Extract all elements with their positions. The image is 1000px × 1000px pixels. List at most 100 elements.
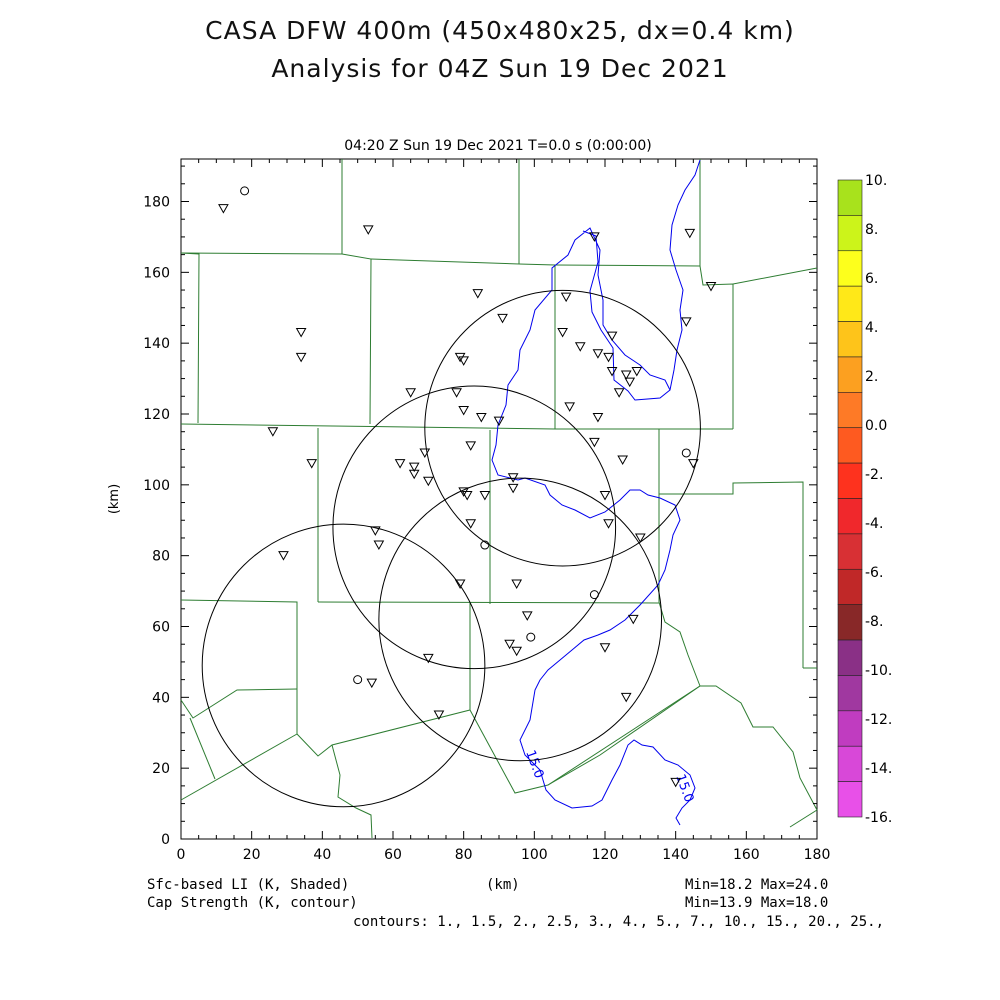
colorbar-label: -16. (865, 810, 892, 826)
radar-circle-0 (424, 289, 701, 567)
triangle-marker (606, 331, 618, 342)
radar-circle-3 (201, 523, 486, 808)
colorbar-swatch (837, 781, 863, 818)
cap-strength-contours (491, 159, 701, 826)
observation-markers (218, 186, 717, 788)
triangle-marker (705, 282, 717, 292)
x-tick-label: 160 (733, 847, 760, 863)
triangle-marker (589, 437, 600, 448)
radar-circle-2 (378, 477, 663, 762)
colorbar-label: -4. (865, 516, 883, 532)
y-tick-label: 80 (152, 549, 170, 565)
triangle-marker (454, 579, 466, 590)
x-tick-label: 100 (521, 847, 548, 863)
x-tick-label: 40 (313, 847, 331, 863)
triangle-marker (599, 643, 611, 653)
triangle-marker (405, 388, 417, 398)
triangle-marker (373, 540, 385, 551)
triangle-marker (218, 204, 229, 214)
triangle-marker (295, 328, 307, 338)
colorbar-label: -2. (865, 467, 883, 483)
triangle-marker (362, 225, 374, 235)
triangle-marker (267, 427, 279, 437)
triangle-marker (306, 459, 318, 469)
circle-marker (589, 590, 599, 600)
x-tick-label: 0 (177, 847, 186, 863)
colorbar-swatch (837, 604, 863, 641)
colorbar-label: 6. (865, 271, 878, 287)
y-tick-label: 40 (152, 690, 170, 706)
triangle-marker (408, 462, 420, 473)
radar-circle-1 (332, 385, 617, 670)
triangle-marker (369, 526, 381, 536)
county-boundaries (180, 159, 818, 839)
circle-marker (353, 675, 363, 685)
y-axis: 0 20 40 60 80 100 120 140 160 180 (143, 165, 817, 848)
y-tick-label: 160 (143, 265, 170, 281)
triangle-marker (564, 402, 576, 412)
circle-marker (526, 632, 536, 642)
colorbar: 10. 8. 6. 4. 2. 0.0 -2. -4. -6. -8. -10. -12. -14. -1… (837, 173, 892, 826)
circle-marker (480, 540, 490, 550)
map-title-line2: Analysis for 04Z Sun 19 Dec 2021 (271, 54, 729, 83)
triangle-marker (624, 377, 636, 388)
triangle-marker (511, 579, 523, 590)
colorbar-label: -14. (865, 761, 892, 777)
colorbar-label: 4. (865, 320, 878, 336)
triangle-marker (603, 352, 614, 363)
triangle-marker (627, 614, 639, 625)
colorbar-label: -6. (865, 565, 883, 581)
colorbar-swatch (837, 462, 863, 499)
map-subtitle: 04:20 Z Sun 19 Dec 2021 T=0.0 s (0:00:00… (344, 138, 651, 154)
triangle-marker (507, 473, 519, 483)
y-tick-label: 120 (143, 407, 170, 423)
radar-range-circles (201, 289, 701, 808)
y-tick-label: 20 (152, 761, 170, 777)
colorbar-swatch (837, 568, 863, 605)
circle-marker (681, 448, 691, 458)
colorbar-swatch (837, 356, 863, 393)
triangle-marker (521, 611, 533, 621)
footer-left-line2: Cap Strength (K, contour) (147, 895, 358, 911)
triangle-marker (687, 459, 699, 469)
triangle-marker (617, 455, 629, 466)
x-axis: 0 20 40 60 80 100 120 140 160 180 (177, 159, 830, 863)
triangle-marker (479, 490, 491, 501)
colorbar-swatch (837, 215, 863, 252)
triangle-marker (465, 519, 477, 529)
triangle-marker (606, 367, 618, 377)
y-axis-label: (km) (107, 484, 122, 514)
triangle-marker (394, 459, 406, 469)
triangle-marker (295, 352, 307, 363)
triangle-marker (634, 533, 646, 543)
y-tick-label: 0 (161, 832, 170, 848)
colorbar-label: 2. (865, 369, 878, 385)
footer-right-line2: Min=13.9 Max=18.0 (685, 895, 829, 911)
footer-contours: contours: 1., 1.5, 2., 2.5, 3., 4., 5., … (353, 914, 885, 930)
triangle-marker (620, 692, 632, 703)
triangle-marker (560, 292, 572, 303)
triangle-marker (461, 490, 473, 501)
triangle-marker (433, 710, 445, 721)
colorbar-swatch (837, 179, 863, 216)
triangle-marker (670, 777, 682, 788)
footer-left-line1: Sfc-based LI (K, Shaded) (147, 877, 350, 893)
colorbar-swatch (837, 285, 863, 322)
footer-right-line1: Min=18.2 Max=24.0 (685, 877, 829, 893)
map-title-line1: CASA DFW 400m (450x480x25, dx=0.4 km) (205, 16, 795, 45)
triangle-marker (631, 367, 643, 377)
triangle-marker (620, 370, 632, 381)
circle-marker (240, 186, 250, 196)
triangle-marker (408, 469, 420, 480)
colorbar-swatch (837, 392, 863, 429)
y-tick-label: 60 (152, 620, 170, 636)
triangle-marker (419, 448, 431, 458)
triangle-marker (451, 388, 462, 398)
colorbar-swatch (837, 745, 863, 782)
triangle-marker (472, 289, 484, 299)
triangle-marker (278, 551, 289, 561)
triangle-marker (557, 328, 568, 338)
triangle-marker (458, 405, 470, 416)
triangle-marker (589, 232, 600, 242)
colorbar-label: 10. (865, 173, 887, 189)
